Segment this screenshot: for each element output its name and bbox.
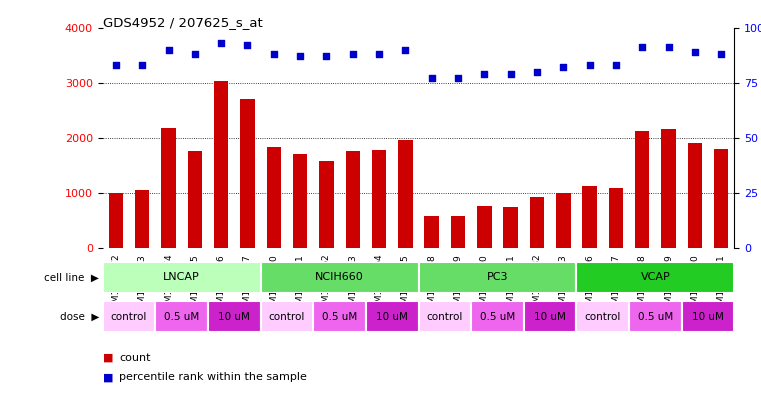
Text: control: control	[584, 312, 621, 322]
Bar	[345, 151, 360, 248]
Bar	[530, 197, 544, 248]
Bar	[577, 301, 629, 332]
Point	[136, 62, 148, 68]
Point	[189, 51, 201, 57]
Bar	[266, 147, 281, 248]
Point	[715, 51, 728, 57]
Point	[320, 53, 333, 59]
Bar	[477, 206, 492, 248]
Bar	[372, 150, 387, 248]
Point	[347, 51, 359, 57]
Text: PC3: PC3	[487, 272, 508, 283]
Bar	[240, 99, 255, 248]
Bar	[556, 193, 571, 248]
Text: control: control	[269, 312, 305, 322]
Point	[294, 53, 306, 59]
Text: 0.5 uM: 0.5 uM	[322, 312, 357, 322]
Bar	[714, 149, 728, 248]
Text: cell line  ▶: cell line ▶	[44, 272, 99, 283]
Bar	[109, 193, 123, 248]
Point	[531, 68, 543, 75]
Text: LNCAP: LNCAP	[164, 272, 200, 283]
Bar	[688, 143, 702, 248]
Bar	[471, 301, 524, 332]
Bar	[214, 81, 228, 248]
Bar	[208, 301, 260, 332]
Point	[110, 62, 122, 68]
Point	[557, 64, 569, 70]
Bar	[319, 161, 333, 248]
Bar	[419, 301, 471, 332]
Bar	[188, 151, 202, 248]
Text: 0.5 uM: 0.5 uM	[638, 312, 673, 322]
Point	[663, 44, 675, 50]
Bar	[582, 186, 597, 248]
Point	[452, 75, 464, 81]
Text: dose  ▶: dose ▶	[59, 312, 99, 322]
Point	[268, 51, 280, 57]
Bar	[155, 301, 208, 332]
Point	[584, 62, 596, 68]
Bar	[451, 216, 465, 248]
Text: NCIH660: NCIH660	[315, 272, 364, 283]
Point	[215, 40, 228, 46]
Bar	[635, 131, 649, 248]
Bar	[661, 129, 676, 248]
Text: 10 uM: 10 uM	[376, 312, 408, 322]
Text: 0.5 uM: 0.5 uM	[480, 312, 515, 322]
Bar	[577, 262, 734, 293]
Text: control: control	[111, 312, 147, 322]
Text: control: control	[427, 312, 463, 322]
Bar	[366, 301, 419, 332]
Text: GDS4952 / 207625_s_at: GDS4952 / 207625_s_at	[103, 16, 263, 29]
Text: 10 uM: 10 uM	[692, 312, 724, 322]
Text: 10 uM: 10 uM	[534, 312, 566, 322]
Text: count: count	[119, 353, 151, 363]
Bar	[314, 301, 366, 332]
Bar	[419, 262, 577, 293]
Text: 0.5 uM: 0.5 uM	[164, 312, 199, 322]
Bar	[161, 128, 176, 248]
Bar	[504, 208, 518, 248]
Bar	[609, 188, 623, 248]
Bar	[260, 262, 419, 293]
Bar	[398, 140, 412, 248]
Text: ■: ■	[103, 372, 116, 382]
Point	[478, 71, 490, 77]
Text: VCAP: VCAP	[641, 272, 670, 283]
Bar	[260, 301, 314, 332]
Point	[636, 44, 648, 50]
Bar	[103, 262, 261, 293]
Bar	[103, 301, 155, 332]
Text: percentile rank within the sample: percentile rank within the sample	[119, 372, 307, 382]
Point	[373, 51, 385, 57]
Bar	[682, 301, 734, 332]
Point	[241, 42, 253, 48]
Text: 10 uM: 10 uM	[218, 312, 250, 322]
Text: ■: ■	[103, 353, 116, 363]
Bar	[293, 154, 307, 248]
Bar	[524, 301, 577, 332]
Point	[425, 75, 438, 81]
Point	[505, 71, 517, 77]
Bar	[629, 301, 682, 332]
Point	[400, 46, 412, 53]
Bar	[425, 216, 439, 248]
Point	[162, 46, 174, 53]
Bar	[135, 190, 149, 248]
Point	[689, 49, 701, 55]
Point	[610, 62, 622, 68]
